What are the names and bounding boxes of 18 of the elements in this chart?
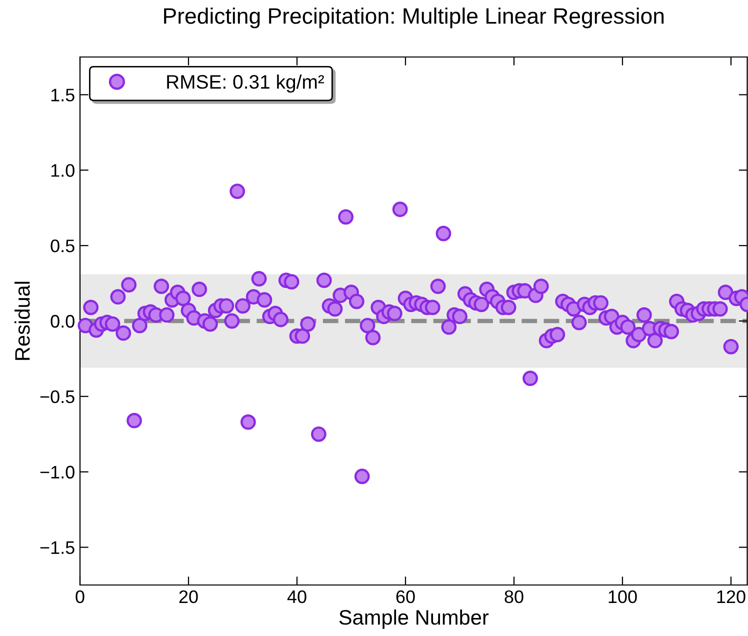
y-tick-label: 0.5 (50, 240, 74, 252)
y-tick-label: 0.0 (50, 314, 74, 328)
y-tick-label: −1.5 (40, 541, 74, 554)
y-tick-label: −0.5 (40, 390, 74, 404)
x-tick-label: 120 (717, 590, 746, 604)
x-tick-label: 60 (396, 590, 415, 604)
chart-title: Predicting Precipitation: Multiple Linear Regression (164, 8, 664, 28)
y-tick-label: 1.0 (51, 164, 74, 177)
x-tick-label: 20 (179, 590, 198, 604)
x-tick-label: 0 (76, 590, 84, 604)
x-tick-label: 100 (608, 590, 637, 604)
y-tick-label: −1.0 (40, 466, 74, 479)
x-axis-title: Sample Number (339, 609, 489, 629)
y-axis-title: Residual (14, 282, 30, 360)
y-tick-label: 1.5 (51, 88, 74, 102)
x-tick-label: 40 (287, 590, 306, 604)
x-tick-label: 80 (504, 590, 524, 604)
legend-label: RMSE: 0.31 kg/m² (167, 74, 324, 93)
